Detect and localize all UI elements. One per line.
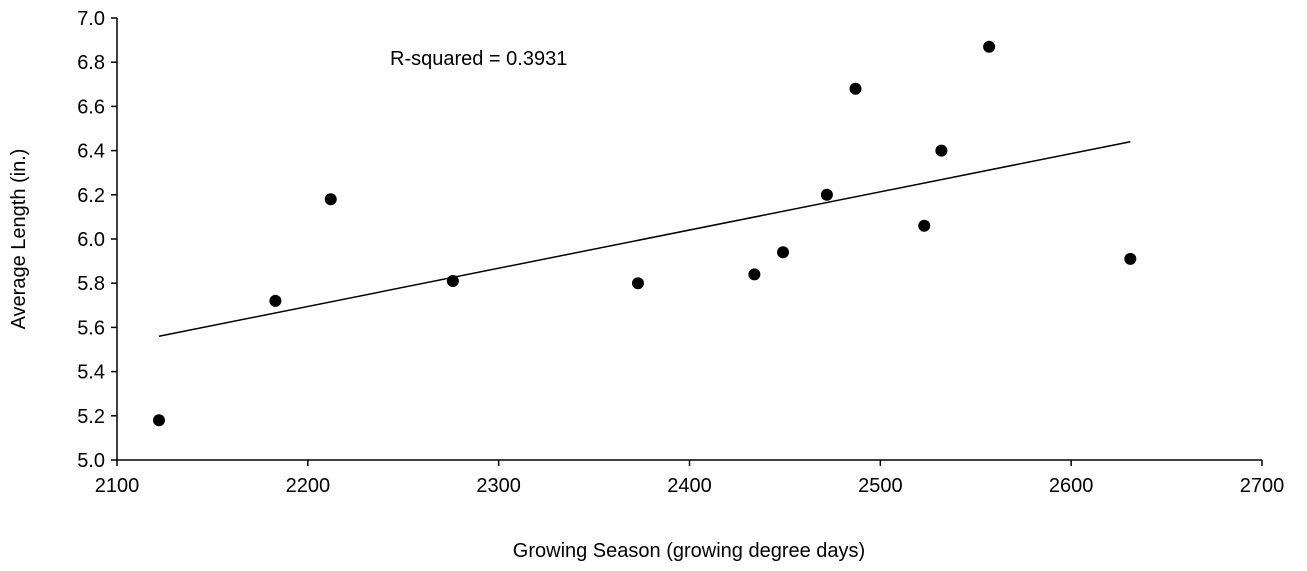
data-point — [777, 246, 790, 259]
tick-labels: 5.0 5.2 5.4 5.6 5.8 6.0 6.2 6.4 6.6 6.8 7.0 2100 220… — [77, 8, 1284, 497]
y-tick-label: 5.0 — [77, 450, 105, 472]
data-point — [1124, 252, 1137, 265]
y-tick-label: 6.6 — [77, 96, 105, 118]
x-tick-label: 2600 — [1049, 475, 1094, 497]
y-tick-label: 7.0 — [77, 8, 105, 30]
data-point — [820, 188, 833, 201]
x-tick-label: 2700 — [1240, 475, 1285, 497]
y-tick-label: 6.2 — [77, 185, 105, 207]
y-tick-label: 5.4 — [77, 362, 105, 384]
axes — [116, 18, 1262, 461]
y-tick-label: 5.8 — [77, 273, 105, 295]
y-tick-label: 6.0 — [77, 229, 105, 251]
data-point — [935, 144, 948, 157]
x-tick-label: 2300 — [476, 475, 521, 497]
data-point — [269, 294, 282, 307]
y-tick-label: 5.2 — [77, 406, 105, 428]
trendline-layer — [158, 141, 1131, 337]
data-points — [152, 40, 1137, 427]
tick-marks — [111, 17, 1263, 466]
x-tick-label: 2500 — [858, 475, 903, 497]
data-point — [918, 219, 931, 232]
y-tick-label: 5.6 — [77, 317, 105, 339]
data-point — [983, 40, 996, 53]
x-tick-label: 2400 — [667, 475, 712, 497]
data-point — [446, 274, 459, 287]
trendline — [158, 141, 1131, 337]
data-point — [324, 193, 337, 206]
data-point — [152, 414, 165, 427]
data-point — [748, 268, 761, 281]
x-tick-label: 2100 — [95, 475, 140, 497]
y-tick-label: 6.4 — [77, 141, 105, 163]
y-axis-title: Average Length (in.) — [8, 149, 30, 330]
x-tick-label: 2200 — [286, 475, 331, 497]
data-point — [631, 277, 644, 290]
x-axis-title: Growing Season (growing degree days) — [513, 540, 865, 562]
y-tick-label: 6.8 — [77, 52, 105, 74]
data-point — [849, 82, 862, 95]
r-squared-annotation: R-squared = 0.3931 — [390, 48, 567, 70]
